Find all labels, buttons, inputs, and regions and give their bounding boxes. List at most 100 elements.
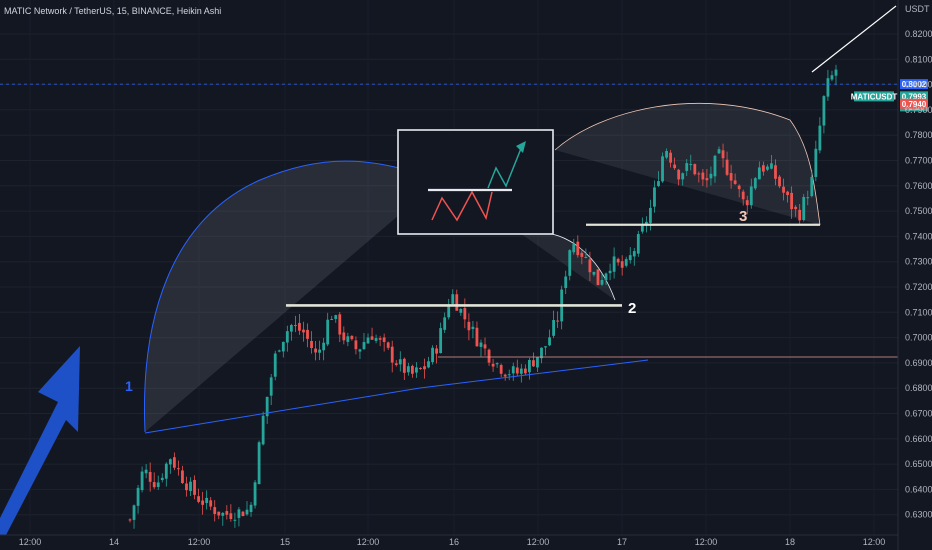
time-tick-label: 12:00 [357,537,380,547]
candle-body [798,209,802,221]
candle-up [628,247,632,264]
candle-up [661,152,664,183]
candle-body [806,197,810,199]
candle-body [140,471,144,491]
annotation-label-1: 1 [125,378,133,394]
candle-up [318,340,322,361]
candle-body [689,164,693,166]
candle-body [790,192,794,210]
candle-body [794,206,798,210]
candle-down [697,171,701,183]
candle-up [285,325,289,352]
candle-body [394,363,398,365]
candle-down [673,157,677,170]
candle-down [386,341,390,350]
candle-body [523,368,527,374]
price-tag-ha-close: 0.7993 [900,91,928,102]
candle-body [370,336,374,340]
price-tick-label: 0.6700 [905,409,932,419]
candle-body [277,350,281,352]
symbol-tag-text: MATICUSDT [851,92,898,101]
candle-up [253,479,257,509]
candle-down [229,504,233,522]
candle-down [201,491,205,515]
candle-body [802,196,806,221]
candle-down [128,518,132,523]
candle-body [257,442,261,485]
time-tick-label: 12:00 [527,537,550,547]
candle-up [164,462,168,487]
candle-down [463,298,467,329]
time-tick-label: 12:00 [695,537,718,547]
candle-up [334,314,338,323]
candle-body [697,173,701,175]
candle-down [302,321,305,342]
candle-down [588,251,592,281]
candle-body [406,366,410,373]
candle-body [653,187,656,207]
candle-down [737,184,741,198]
candle-body [193,479,196,495]
candle-down [669,149,672,168]
candle-body [411,365,414,374]
candle-up [665,148,668,160]
candle-down [209,497,213,511]
candle-body [487,349,491,363]
candle-down [693,163,697,176]
candle-down [435,344,439,364]
candle-body [665,151,668,158]
arc-2-fill [520,231,615,300]
candle-up [144,464,148,479]
candle-body [822,96,826,126]
candle-body [326,319,330,345]
candle-body [681,173,685,180]
inset-green-breakout [487,145,523,189]
candle-body [382,337,386,342]
candle-down [152,472,156,490]
candle-down [491,358,495,372]
candle-up [140,466,144,493]
price-tick-label: 0.6300 [905,510,932,520]
candle-down [402,357,406,381]
candle-up [346,332,350,347]
candle-body [685,163,689,171]
candle-down [798,204,802,224]
candle-body [491,363,495,367]
price-tag-current-bg [900,79,928,90]
candle-body [644,221,648,225]
candle-body [778,176,781,187]
candle-body [527,359,531,373]
candle-up [221,512,225,526]
candle-up [608,263,612,281]
candle-down [197,488,200,504]
candle-up [507,369,511,381]
ascending-trendline-left [144,387,421,434]
candle-body [640,225,644,232]
candle-down [733,173,737,185]
candle-down [701,168,705,187]
candle-body [136,487,140,506]
candle-body [649,207,652,223]
candle-body [358,349,362,352]
candle-body [294,325,297,327]
candle-body [451,294,455,304]
candle-up [447,298,451,320]
price-tag-ha-close-bg [900,91,928,102]
candle-down [596,269,600,286]
candle-body [733,180,737,184]
candle-up [818,117,822,154]
candle-body [503,374,507,377]
candle-body [568,250,572,276]
candle-up [592,271,596,277]
candle-down [523,364,527,376]
candle-body [322,342,326,351]
candle-up [600,273,604,286]
candle-body [584,256,588,258]
candle-up [205,490,209,510]
candle-body [580,252,584,257]
candles-layer [128,64,838,529]
candle-body [548,337,551,346]
